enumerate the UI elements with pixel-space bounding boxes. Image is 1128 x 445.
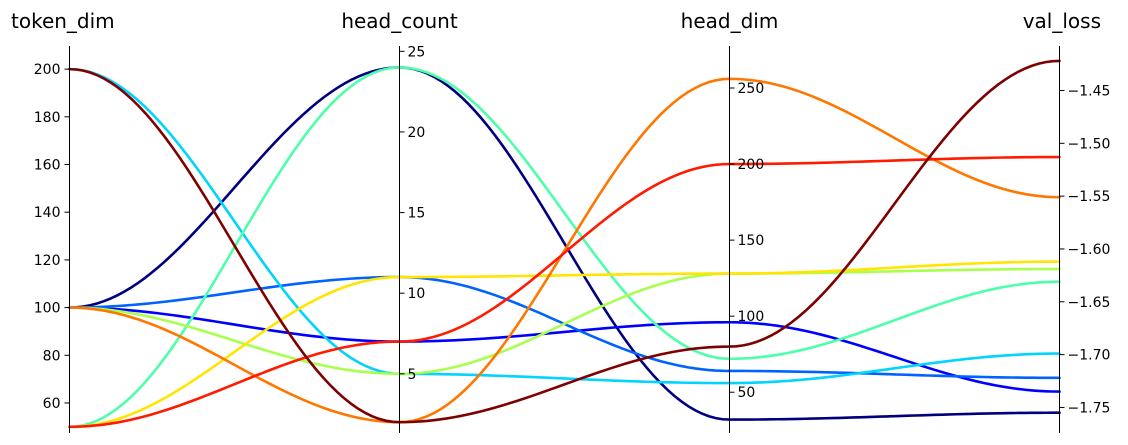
- series-line-10: [68, 59, 1061, 424]
- tick-label: −1.60: [1068, 242, 1111, 258]
- tick-label: −1.70: [1068, 348, 1111, 364]
- tick-label: −1.50: [1068, 136, 1111, 152]
- tick-label: −1.45: [1068, 83, 1111, 99]
- series-lines: [68, 59, 1061, 429]
- series-line-5: [68, 66, 1061, 429]
- axis-head-count: 5 10 15 20 25 head_count: [341, 9, 458, 433]
- tick-label: 15: [408, 206, 426, 222]
- tick-label: 160: [34, 158, 61, 174]
- series-line-4: [68, 67, 1061, 385]
- tick-label: 150: [738, 233, 765, 249]
- series-line-6: [68, 267, 1061, 376]
- series-line-8: [68, 77, 1061, 424]
- axis-title: token_dim: [11, 9, 115, 33]
- axis-title: val_loss: [1023, 9, 1101, 33]
- axis-val-loss: −1.75 −1.70 −1.65 −1.60 −1.55 −1.50 −1.45 val_l…: [1023, 9, 1111, 433]
- tick-label: 180: [34, 110, 61, 126]
- tick-label: 100: [34, 301, 61, 317]
- series-line-9: [68, 155, 1061, 429]
- tick-label: 100: [738, 309, 765, 325]
- series-line-7: [68, 260, 1061, 429]
- tick-label: 50: [738, 385, 756, 401]
- tick-label: 200: [738, 157, 765, 173]
- series-line-2: [68, 306, 1061, 393]
- tick-label: 250: [738, 81, 765, 97]
- tick-label: 120: [34, 253, 61, 269]
- axis-title: head_dim: [681, 9, 779, 33]
- tick-label: 10: [408, 286, 426, 302]
- series-line-1: [68, 66, 1061, 421]
- tick-label: 5: [408, 367, 417, 383]
- tick-label: −1.55: [1068, 189, 1111, 205]
- axis-token-dim: 60 80 100 120 140 160 180 200 token_dim: [11, 9, 115, 433]
- tick-label: 80: [43, 348, 61, 364]
- tick-label: −1.75: [1068, 400, 1111, 416]
- tick-label: 20: [408, 125, 426, 141]
- tick-label: 60: [43, 396, 61, 412]
- tick-label: −1.65: [1068, 295, 1111, 311]
- axis-head-dim: 50 100 150 200 250 head_dim: [681, 9, 779, 433]
- tick-label: 140: [34, 205, 61, 221]
- tick-label: 200: [34, 62, 61, 78]
- tick-label: 25: [408, 44, 426, 60]
- axis-title: head_count: [341, 9, 458, 33]
- axes: 60 80 100 120 140 160 180 200 token_dim 5 10 15 20 25…: [11, 9, 1110, 433]
